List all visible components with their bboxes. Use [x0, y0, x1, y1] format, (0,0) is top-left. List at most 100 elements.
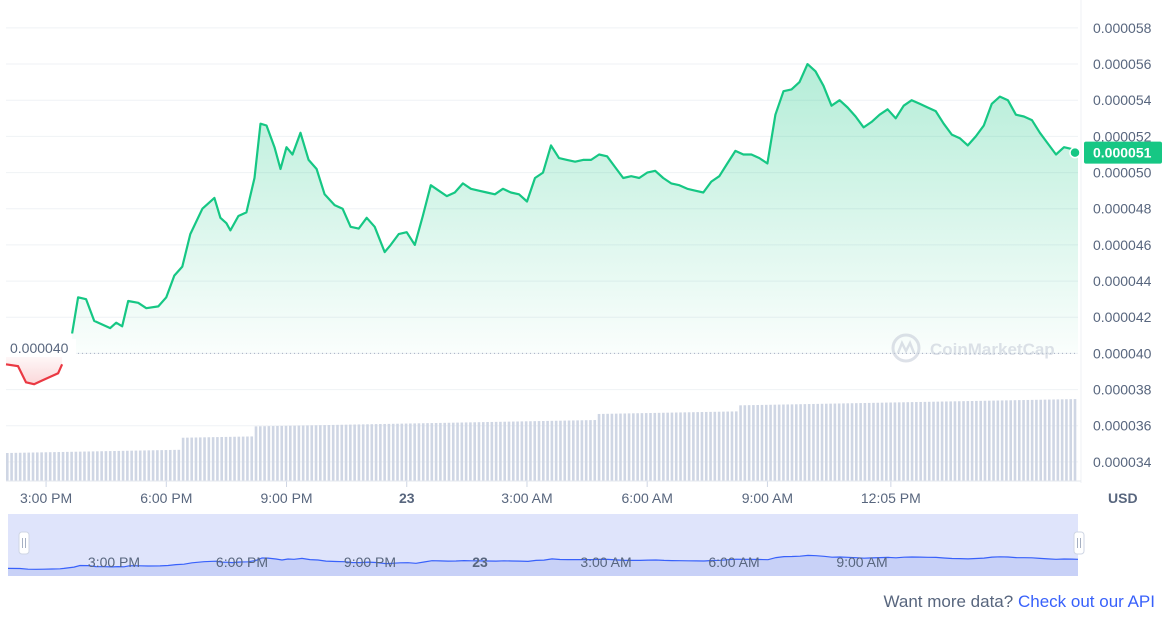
volume-bar: [451, 422, 455, 481]
volume-bar: [837, 403, 841, 481]
volume-bar: [739, 405, 742, 481]
volume-bar: [533, 421, 537, 481]
volume-bar: [469, 422, 472, 481]
volume-bar: [156, 450, 159, 481]
footer-text: Want more data?: [883, 592, 1014, 611]
x-tick-label: 23: [399, 490, 415, 506]
volume-bar: [207, 437, 211, 481]
volume-bar: [254, 426, 258, 481]
volume-bar: [786, 404, 790, 481]
volume-bar: [602, 413, 605, 481]
volume-bar: [126, 450, 129, 481]
volume-bar: [794, 404, 798, 481]
volume-bar: [447, 422, 451, 481]
navigator-tick-label: 6:00 PM: [216, 554, 268, 570]
volume-bar: [186, 437, 189, 481]
navigator-tick-label: 9:00 PM: [344, 554, 396, 570]
volume-bar: [507, 421, 511, 481]
volume-bar: [83, 451, 86, 481]
volume-bar: [370, 424, 374, 481]
x-tick-label: 6:00 PM: [140, 490, 192, 506]
grip-icon[interactable]: [1073, 531, 1085, 555]
volume-bar: [1022, 400, 1025, 481]
volume-bar: [331, 424, 335, 481]
volume-bar: [263, 426, 266, 481]
volume-bar: [1017, 400, 1021, 481]
api-link[interactable]: Check out our API: [1017, 592, 1155, 611]
volume-bar: [421, 423, 425, 481]
volume-bar: [319, 425, 322, 481]
volume-bar: [524, 421, 528, 481]
x-tick-label: 3:00 AM: [501, 490, 552, 506]
volume-bar: [597, 413, 601, 481]
volume-bar: [807, 404, 811, 481]
volume-bar: [572, 420, 575, 481]
volume-bar: [211, 437, 215, 481]
volume-bar: [271, 426, 275, 481]
volume-bar: [104, 451, 108, 481]
volume-bar: [683, 412, 687, 481]
volume-bar: [147, 450, 151, 481]
volume-bar: [717, 411, 721, 481]
volume-bar: [18, 452, 22, 481]
navigator-handle-right[interactable]: [1073, 531, 1085, 555]
volume-bar: [919, 401, 922, 481]
volume-bar: [289, 425, 292, 481]
y-tick-label: 0.000058: [1093, 20, 1152, 36]
volume-bar: [267, 426, 271, 481]
volume-bar: [357, 424, 361, 481]
volume-bar: [970, 401, 974, 481]
navigator-handle-left[interactable]: [18, 531, 30, 555]
volume-bar: [237, 436, 241, 481]
coinmarketcap-logo-stroke: [896, 339, 916, 354]
volume-bar: [820, 403, 824, 481]
y-tick-label: 0.000034: [1093, 454, 1152, 470]
y-tick-label: 0.000044: [1093, 273, 1152, 289]
y-tick-label: 0.000040: [1093, 345, 1152, 361]
volume-bar: [293, 425, 296, 481]
volume-bar: [829, 403, 832, 481]
volume-bar: [276, 425, 279, 481]
volume-bar: [850, 403, 854, 481]
volume-bar: [554, 420, 558, 481]
volume-bar: [1039, 399, 1043, 481]
volume-bar: [623, 413, 627, 481]
volume-bar: [863, 403, 867, 481]
range-navigator[interactable]: 3:00 PM 6:00 PM 9:00 PM 23 3:00 AM 6:00 AM 9:0…: [7, 514, 1085, 576]
volume-bar: [897, 402, 901, 481]
volume-bar: [143, 450, 146, 481]
volume-bar: [1065, 399, 1068, 481]
volume-bar: [130, 450, 133, 481]
volume-bar: [945, 401, 948, 481]
volume-bar: [559, 420, 562, 481]
volume-bar: [314, 425, 318, 481]
volume-bar: [477, 422, 481, 481]
volume-bar: [413, 423, 416, 481]
volume-bar: [520, 421, 524, 481]
volume-bar: [546, 420, 549, 481]
volume-bar: [1026, 399, 1030, 481]
volume-bar: [323, 425, 326, 481]
volume-bar: [542, 421, 545, 481]
volume-bar: [134, 450, 138, 481]
volume-bar: [53, 452, 56, 481]
volume-bar: [1000, 400, 1004, 481]
volume-bar: [121, 450, 125, 481]
volume-bar: [1030, 399, 1034, 481]
volume-bar: [760, 404, 764, 481]
volume-bar: [670, 412, 674, 481]
grip-icon[interactable]: [18, 531, 30, 555]
volume-bar: [426, 423, 429, 481]
volume-bar: [61, 451, 65, 481]
down-area-fill: [6, 353, 63, 385]
down-price-line: [5, 363, 64, 386]
volume-bar: [704, 411, 708, 481]
volume-bar: [576, 420, 579, 481]
volume-bar: [812, 403, 815, 481]
volume-bar: [383, 423, 386, 481]
volume-bar: [855, 403, 858, 481]
y-tick-label: 0.000054: [1093, 92, 1152, 108]
volume-bar: [957, 401, 961, 481]
volume-bar: [734, 411, 738, 481]
volume-bar: [66, 451, 69, 481]
